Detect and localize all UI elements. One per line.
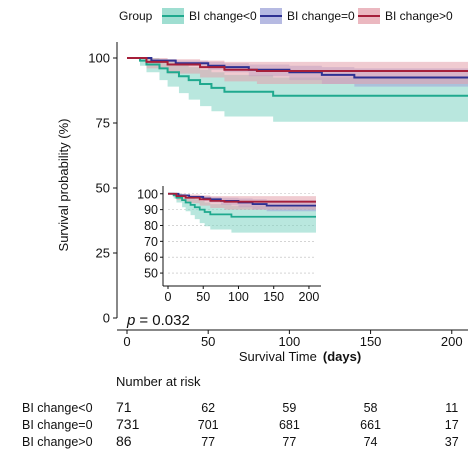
risk-count: 37 [445, 435, 459, 449]
x-tick-label: 100 [279, 334, 301, 349]
inset-y-tick-label: 100 [137, 187, 158, 201]
inset-curve-bi-changegt0 [168, 192, 316, 203]
risk-row-label-bi-changegt0: BI change>0 [22, 435, 93, 449]
survival-curve-bi-changelt0 [127, 57, 468, 97]
legend-title: Group [119, 9, 153, 23]
risk-count: 731 [116, 416, 140, 432]
risk-count: 661 [360, 418, 381, 432]
y-tick-label: 75 [96, 116, 110, 131]
inset-plot: 50 60 70 80 90 100 0 50 100 150 200 [137, 182, 323, 304]
p-value: = 0.032 [139, 312, 189, 329]
risk-count: 11 [445, 401, 458, 415]
risk-row-label-bi-changelt0: BI change<0 [22, 401, 93, 415]
risk-count: 681 [279, 418, 300, 432]
survival-curve-bi-changegt0 [127, 57, 468, 72]
inset-x-tick-label: 150 [263, 290, 284, 304]
risk-count: 701 [198, 418, 219, 432]
legend-label-bi-changegt0: BI change>0 [385, 9, 453, 23]
inset-y-tick-label: 70 [144, 235, 158, 249]
x-tick-label: 0 [123, 334, 130, 349]
risk-count: 71 [116, 399, 132, 415]
p-value-annotation: p = 0.032 [126, 312, 190, 329]
x-tick-label: 200 [441, 334, 463, 349]
x-axis-label-unit: (days) [323, 349, 361, 364]
inset-x-tick-label: 0 [165, 290, 172, 304]
risk-count: 77 [282, 435, 296, 449]
risk-table: Number at risk BI change<0 71 62 59 58 11 BI c… [22, 374, 459, 449]
main-axes: 0 25 50 75 100 0 50 100 150 200 [88, 42, 468, 349]
risk-count: 17 [445, 418, 459, 432]
legend: Group BI change<0 BI change=0 BI change>0 [119, 8, 453, 24]
inset-y-tick-label: 90 [144, 203, 158, 217]
x-tick-label: 50 [201, 334, 215, 349]
inset-y-tick-label: 80 [144, 219, 158, 233]
y-axis-label: Survival probability (%) [56, 119, 71, 252]
y-tick-label: 0 [103, 311, 110, 326]
legend-label-bi-changelt0: BI change<0 [189, 9, 257, 23]
risk-count: 77 [201, 435, 215, 449]
risk-count: 59 [282, 401, 296, 415]
inset-x-tick-label: 50 [196, 290, 210, 304]
inset-y-tick-label: 60 [144, 251, 158, 265]
y-tick-label: 100 [88, 51, 110, 66]
x-tick-label: 150 [360, 334, 382, 349]
y-tick-label: 50 [96, 181, 110, 196]
main-plot [127, 57, 468, 122]
risk-count: 74 [364, 435, 378, 449]
risk-count: 86 [116, 433, 132, 449]
p-symbol: p [126, 312, 135, 329]
inset-y-tick-label: 50 [144, 267, 158, 281]
x-axis-label-text: Survival Time [239, 349, 317, 364]
risk-row-label-bi-changeeq0: BI change=0 [22, 418, 93, 432]
risk-count: 58 [364, 401, 378, 415]
legend-label-bi-changeeq0: BI change=0 [287, 9, 355, 23]
risk-table-title: Number at risk [116, 374, 201, 389]
risk-count: 62 [201, 401, 215, 415]
inset-x-tick-label: 100 [228, 290, 249, 304]
inset-curve-bi-changeeq0 [168, 192, 316, 207]
y-tick-label: 25 [96, 246, 110, 261]
survival-curve-bi-changeeq0 [127, 57, 468, 79]
inset-x-tick-label: 200 [299, 290, 320, 304]
x-axis-label: Survival Time (days) [239, 349, 361, 364]
